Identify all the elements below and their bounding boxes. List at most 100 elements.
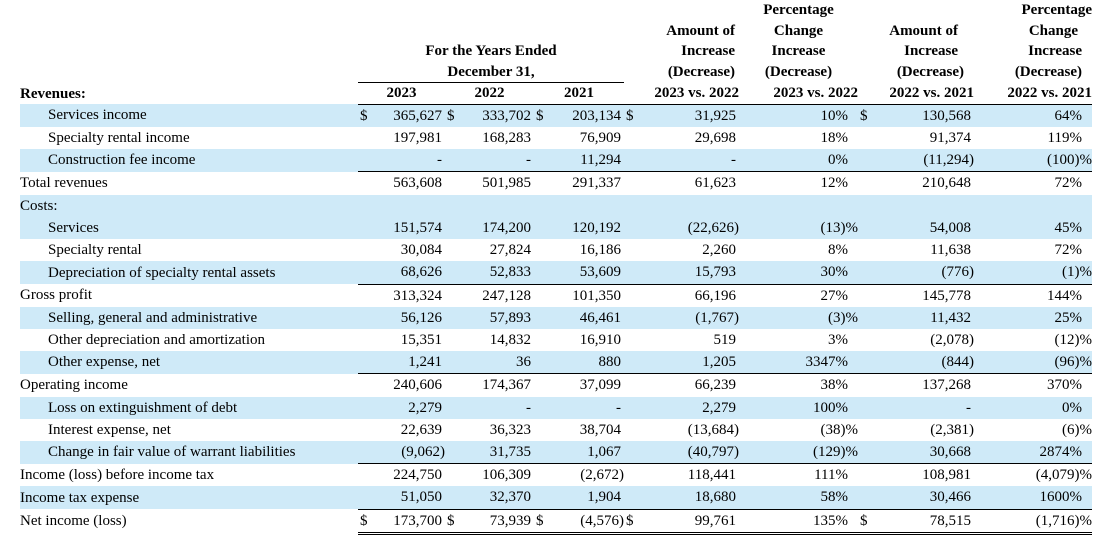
change-2022-vs-2021: (776): [873, 261, 974, 285]
value-2023: 365,627: [373, 104, 445, 127]
table-row: Construction fee income - -11,294-0% (11,29…: [20, 149, 1092, 173]
pct2-header-line3: Increase: [1028, 43, 1082, 59]
pct2-header-line5: 2022 vs. 2021: [974, 82, 1092, 105]
table-row: Specialty rental 30,084 27,824 16,186 2,260 8…: [20, 239, 1092, 261]
pct-change-2022-vs-2021: 45%: [974, 216, 1092, 240]
pct-change-2023-vs-2022: (13)%: [739, 216, 858, 240]
pct-change-2022-vs-2021: 64%: [974, 104, 1092, 127]
value-2021: 1,067: [550, 440, 624, 465]
row-label: Other depreciation and amortization: [48, 331, 265, 348]
currency-symbol: $: [858, 104, 873, 127]
pct-change-2023-vs-2022: 10%: [739, 104, 858, 127]
table-row: Operating income 240,606 174,367 37,099 66,2…: [20, 374, 1092, 397]
currency-symbol: $: [858, 509, 873, 535]
row-label: Specialty rental income: [48, 129, 190, 146]
value-2022: 73,939: [460, 509, 534, 535]
change-2023-vs-2022: 2,260: [702, 242, 736, 259]
pct-change-2023-vs-2022: 111%: [814, 467, 848, 484]
value-2023: 240,606: [393, 377, 442, 394]
currency-symbol: $: [534, 104, 550, 127]
value-2022: 36: [460, 351, 534, 375]
value-2023: 313,324: [393, 287, 442, 304]
currency-symbol: $: [534, 509, 550, 535]
value-2023: 56,126: [373, 306, 445, 329]
group-title-line1: For the Years Ended: [425, 43, 557, 59]
value-2023: 22,639: [400, 421, 442, 438]
value-2022: 14,832: [489, 331, 531, 348]
value-2021: 53,609: [550, 261, 624, 285]
pct-change-2023-vs-2022: 0%: [739, 149, 858, 173]
value-2021: 203,134: [550, 104, 624, 127]
row-label: Depreciation of specialty rental assets: [20, 261, 358, 284]
group-title-line2: December 31,: [358, 61, 624, 83]
row-label: Services: [20, 216, 358, 240]
table-row: Other depreciation and amortization 15,35…: [20, 329, 1092, 351]
change-2023-vs-2022: 29,698: [694, 129, 736, 146]
change-2023-vs-2022: (22,626): [639, 216, 739, 240]
revenues-heading: Revenues:: [20, 85, 86, 102]
change-2022-vs-2021: 91,374: [929, 129, 971, 146]
value-2021: 38,704: [579, 421, 621, 438]
pct-change-2023-vs-2022: 3347%: [739, 351, 858, 375]
pct-change-2022-vs-2021: (1)%: [974, 261, 1092, 285]
table-row: Specialty rental income 197,981 168,283 76,…: [20, 127, 1092, 149]
value-2021: 101,350: [572, 287, 621, 304]
pct2-header-line4: (Decrease): [1014, 64, 1082, 80]
change-2022-vs-2021: (844): [873, 351, 974, 375]
row-label: Services income: [20, 104, 358, 127]
row-label: Interest expense, net: [48, 421, 171, 438]
pct-change-2022-vs-2021: (6)%: [1062, 421, 1092, 438]
pct-change-2023-vs-2022: 135%: [739, 509, 858, 535]
pct-change-2022-vs-2021: (4,079)%: [1035, 467, 1092, 484]
value-2022: 501,985: [482, 175, 531, 192]
value-2023: 224,750: [393, 467, 442, 484]
chg2-header-line4: 2022 vs. 2021: [858, 82, 974, 105]
pct-change-2022-vs-2021: (12)%: [1054, 331, 1093, 348]
value-2021: (2,672): [580, 467, 624, 484]
row-label: Selling, general and administrative: [20, 306, 358, 329]
pct-change-2022-vs-2021: 1600%: [974, 486, 1092, 510]
currency-symbol: $: [445, 509, 460, 535]
value-2023: 51,050: [373, 486, 445, 510]
pct-change-2022-vs-2021: (96)%: [974, 351, 1092, 375]
pct-change-2023-vs-2022: 58%: [739, 486, 858, 510]
change-2023-vs-2022: (1,767): [639, 306, 739, 329]
chg1-header-line2: Increase: [681, 43, 735, 59]
pct-change-2023-vs-2022: (3)%: [739, 306, 858, 329]
value-2021: 120,192: [550, 216, 624, 240]
change-2022-vs-2021: (2,381): [930, 421, 974, 438]
row-label: Loss on extinguishment of debt: [20, 396, 358, 419]
pct-change-2022-vs-2021: 72%: [1054, 242, 1083, 259]
value-2021: 76,909: [579, 129, 621, 146]
pct-change-2023-vs-2022: (129)%: [739, 440, 858, 465]
table-row: Loss on extinguishment of debt 2,279- -2,2…: [20, 396, 1092, 419]
pct-change-2022-vs-2021: 370%: [1047, 377, 1082, 394]
row-label: Income tax expense: [20, 486, 358, 510]
value-2023: 1,241: [373, 351, 445, 375]
row-label: Specialty rental: [48, 242, 142, 259]
currency-symbol: $: [624, 509, 639, 535]
value-2021: 16,910: [579, 331, 621, 348]
pct1-header-line1: Percentage: [763, 2, 834, 18]
change-2023-vs-2022: 31,925: [639, 104, 739, 127]
change-2022-vs-2021: (11,294): [873, 149, 974, 173]
table-row: Selling, general and administrative 56,12…: [20, 306, 1092, 329]
value-2021: -: [550, 396, 624, 419]
pct-change-2023-vs-2022: 12%: [820, 175, 849, 192]
pct-change-2022-vs-2021: 72%: [1054, 175, 1083, 192]
row-label: Change in fair value of warrant liabilit…: [20, 440, 358, 464]
change-2023-vs-2022: 99,761: [639, 509, 739, 535]
value-2023: 15,351: [400, 331, 442, 348]
change-2023-vs-2022: 519: [713, 331, 737, 348]
value-2022: -: [460, 149, 534, 173]
currency-symbol: $: [358, 509, 373, 535]
table-row: Income (loss) before income tax 224,750 10…: [20, 464, 1092, 487]
table-row: Depreciation of specialty rental assets 6…: [20, 261, 1092, 285]
value-2023: 151,574: [373, 216, 445, 240]
income-statement-table: Percentage Percentage Amount of Change A…: [20, 0, 1092, 535]
pct-change-2023-vs-2022: 8%: [828, 242, 848, 259]
pct-change-2023-vs-2022: 30%: [739, 261, 858, 285]
value-2023: (9,062): [373, 440, 445, 465]
pct2-header-line2: Change: [1028, 22, 1078, 39]
value-2021: 37,099: [579, 377, 621, 394]
